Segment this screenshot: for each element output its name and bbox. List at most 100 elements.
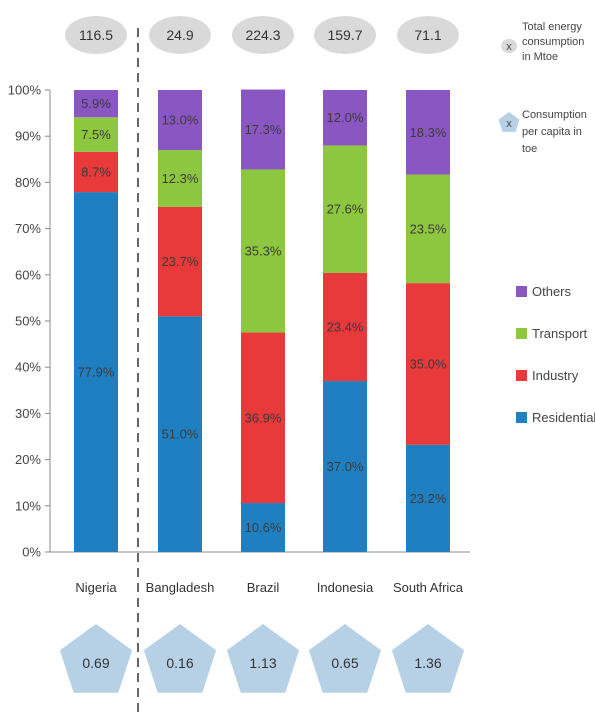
- data-label-industry: 23.4%: [327, 320, 364, 335]
- total-energy-key-marker: x: [506, 41, 512, 53]
- data-label-residential: 77.9%: [78, 365, 115, 380]
- total-energy-key-label: Total energy: [522, 21, 582, 33]
- data-label-others: 13.0%: [162, 113, 199, 128]
- x-tick-label: Bangladesh: [146, 580, 215, 595]
- bar-segment-industry: [406, 283, 450, 445]
- bar-segment-others: [406, 90, 450, 175]
- x-tick-label: South Africa: [393, 580, 464, 595]
- x-tick-label: Indonesia: [317, 580, 374, 595]
- per-capita-key-label: toe: [522, 143, 537, 155]
- bar-stack-south-africa: 23.2% 35.0% 23.5% 18.3%: [406, 90, 450, 552]
- data-label-industry: 36.9%: [245, 410, 282, 425]
- per-capita-value: 0.65: [331, 655, 358, 671]
- bar-segment-residential: [158, 316, 202, 552]
- data-label-others: 12.0%: [327, 110, 364, 125]
- total-energy-oval: [314, 16, 376, 54]
- y-tick-label: 70%: [15, 221, 41, 236]
- y-axis: 0% 10% 20% 30% 40% 50% 60% 70% 80% 90% 100%: [8, 83, 470, 560]
- per-capita-value: 0.69: [82, 655, 109, 671]
- total-energy-value: 224.3: [245, 27, 280, 43]
- per-capita-row: 0.69 0.16 1.13 0.65 1.36: [59, 624, 465, 693]
- legend-item-industry: Industry: [516, 368, 579, 383]
- data-label-industry: 35.0%: [410, 356, 447, 371]
- legend-item-residential: Residential: [516, 410, 595, 425]
- y-tick-label: 50%: [15, 314, 41, 329]
- total-energy-value: 159.7: [327, 27, 362, 43]
- bar-segment-transport: [241, 169, 285, 333]
- bar-segment-industry: [74, 151, 118, 193]
- bar-segment-industry: [241, 332, 285, 504]
- bar-segment-others: [74, 90, 118, 118]
- bar-segment-residential: [74, 192, 118, 553]
- bar-segment-industry: [323, 272, 367, 382]
- data-label-industry: 8.7%: [81, 165, 111, 180]
- y-tick-label: 40%: [15, 360, 41, 375]
- data-label-others: 17.3%: [245, 122, 282, 137]
- total-energy-value: 116.5: [79, 27, 113, 43]
- per-capita-pentagon: [226, 624, 300, 693]
- data-label-transport: 7.5%: [81, 127, 111, 142]
- stacked-bars: 77.9% 8.7% 7.5% 5.9% Nigeria 51.0% 23.7% 12.3% 1…: [74, 89, 464, 595]
- per-capita-pentagon: [143, 624, 217, 693]
- data-label-transport: 27.6%: [327, 202, 364, 217]
- y-tick-label: 80%: [15, 175, 41, 190]
- legend-label: Transport: [532, 326, 588, 341]
- bar-segment-others: [158, 90, 202, 151]
- data-label-transport: 12.3%: [162, 171, 199, 186]
- bar-segment-residential: [241, 503, 285, 552]
- per-capita-key-pentagon: [498, 112, 520, 132]
- legend-swatch: [516, 370, 527, 381]
- y-tick-label: 60%: [15, 267, 41, 282]
- total-energy-value: 24.9: [166, 27, 193, 43]
- data-label-residential: 37.0%: [327, 459, 364, 474]
- marker-key: x Total energy consumption in Mtoe x Consumpt…: [498, 21, 587, 155]
- per-capita-value: 1.13: [249, 655, 276, 671]
- x-tick-label: Brazil: [247, 580, 280, 595]
- total-energy-value: 71.1: [414, 27, 441, 43]
- data-label-residential: 51.0%: [162, 427, 199, 442]
- bar-stack-nigeria: 77.9% 8.7% 7.5% 5.9%: [74, 90, 118, 553]
- per-capita-key-marker: x: [506, 118, 512, 130]
- data-label-others: 18.3%: [410, 125, 447, 140]
- bar-segment-transport: [158, 150, 202, 207]
- per-capita-key-label: Consumption: [522, 109, 587, 121]
- data-label-industry: 23.7%: [162, 254, 199, 269]
- legend: Others Transport Industry Residential: [516, 284, 595, 425]
- per-capita-pentagon: [308, 624, 382, 693]
- bar-segment-industry: [158, 206, 202, 317]
- bar-stack-bangladesh: 51.0% 23.7% 12.3% 13.0%: [158, 90, 202, 552]
- bar-segment-transport: [323, 145, 367, 273]
- total-energy-key-label: consumption: [522, 36, 584, 48]
- legend-item-transport: Transport: [516, 326, 588, 341]
- per-capita-pentagon: [391, 624, 465, 693]
- per-capita-key-label: per capita in: [522, 126, 582, 138]
- total-energy-oval: [149, 16, 211, 54]
- total-energy-oval: [397, 16, 459, 54]
- data-label-transport: 23.5%: [410, 221, 447, 236]
- data-label-residential: 10.6%: [245, 520, 282, 535]
- total-energy-oval: [65, 16, 127, 54]
- bar-segment-transport: [406, 174, 450, 284]
- total-energy-key-oval: [501, 39, 517, 53]
- y-tick-label: 10%: [15, 498, 41, 513]
- total-energy-oval: [232, 16, 294, 54]
- total-energy-key-label: in Mtoe: [522, 51, 558, 63]
- y-tick-label: 100%: [8, 83, 42, 98]
- data-label-residential: 23.2%: [410, 491, 447, 506]
- per-capita-value: 0.16: [166, 655, 193, 671]
- legend-label: Industry: [532, 368, 579, 383]
- bar-segment-others: [323, 90, 367, 146]
- bar-stack-indonesia: 37.0% 23.4% 27.6% 12.0%: [323, 90, 367, 552]
- legend-item-others: Others: [516, 284, 572, 299]
- y-tick-label: 20%: [15, 452, 41, 467]
- y-tick-label: 0%: [22, 545, 41, 560]
- legend-label: Others: [532, 284, 572, 299]
- per-capita-pentagon: [59, 624, 133, 693]
- legend-swatch: [516, 328, 527, 339]
- x-tick-label: Nigeria: [75, 580, 117, 595]
- y-tick-label: 90%: [15, 129, 41, 144]
- y-tick-label: 30%: [15, 406, 41, 421]
- per-capita-value: 1.36: [414, 655, 441, 671]
- bar-segment-residential: [323, 381, 367, 552]
